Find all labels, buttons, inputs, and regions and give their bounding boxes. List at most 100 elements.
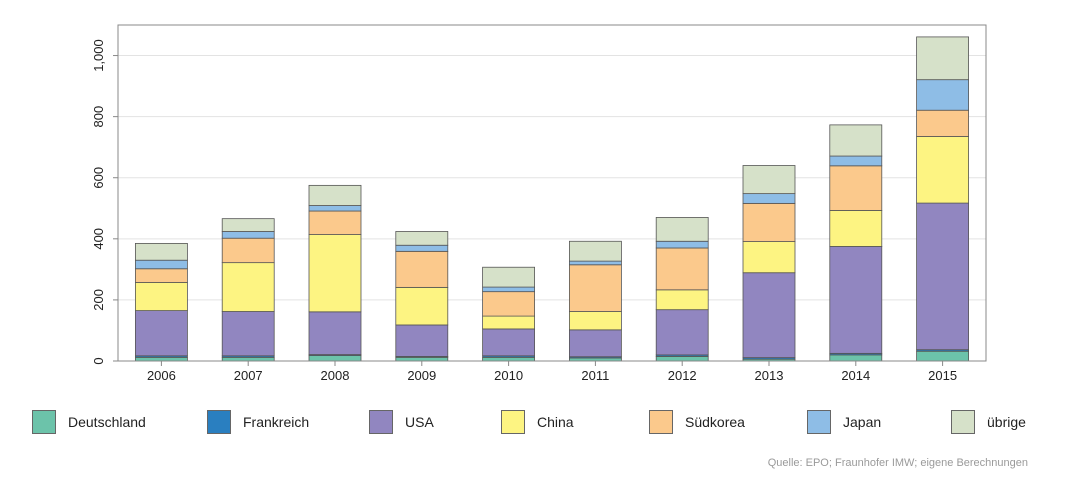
bar-segment	[221, 218, 275, 232]
plot-frame	[117, 24, 987, 362]
legend-label: Frankreich	[243, 414, 310, 430]
legend: Deutschland Frankreich USA China Südkorea Jap…	[0, 405, 1068, 439]
bar-segment	[569, 329, 622, 358]
legend-label: übrige	[987, 414, 1026, 430]
bar-segment	[916, 350, 969, 362]
x-tick-label: 2014	[841, 368, 870, 383]
bar-segment	[308, 205, 362, 212]
bar-segment	[829, 354, 883, 362]
x-tick-label: 2011	[581, 368, 609, 383]
bar-segment	[134, 259, 188, 270]
y-tick-label: 600	[91, 167, 106, 189]
axes: 0 200 400 600 800 1,000 2006 2007 2008 2009 2010 20…	[91, 24, 987, 383]
bar-segment	[655, 240, 709, 249]
bar-segment	[308, 184, 362, 206]
legend-item: China	[501, 405, 574, 439]
bar-segment	[916, 202, 969, 351]
bar-segment	[308, 210, 362, 235]
legend-swatch	[369, 410, 393, 434]
bar-segment	[829, 246, 883, 354]
bar-segment	[655, 247, 709, 291]
y-tick-label: 400	[91, 228, 106, 250]
bar-segment	[482, 291, 536, 317]
bar-segment	[308, 355, 362, 362]
x-tick-label: 2009	[407, 368, 436, 383]
bar-segment	[221, 262, 275, 312]
bar-segment	[916, 109, 969, 137]
legend-label: USA	[405, 414, 434, 430]
x-tick-label: 2006	[147, 368, 176, 383]
bar-segment	[569, 260, 622, 266]
x-tick-label: 2012	[668, 368, 697, 383]
legend-item: Deutschland	[32, 405, 146, 439]
bar-segment	[221, 311, 275, 357]
bar-segment	[395, 244, 449, 252]
stacked-bar-chart: 0 200 400 600 800 1,000 2006 2007 2008 2009 2010 20…	[91, 24, 987, 383]
bar-segment	[742, 272, 796, 359]
bar-segment	[829, 124, 883, 157]
bar-segment	[742, 202, 796, 242]
legend-item: Südkorea	[649, 405, 745, 439]
legend-label: China	[537, 414, 574, 430]
y-tick-label: 1,000	[91, 39, 106, 72]
x-tick-label: 2010	[494, 368, 523, 383]
bar-segment	[655, 356, 709, 362]
bar-segment	[308, 234, 362, 313]
bar-segment	[916, 79, 969, 111]
legend-item: Japan	[807, 405, 881, 439]
bar-segment	[829, 210, 883, 247]
legend-item: übrige	[951, 405, 1026, 439]
bar-segment	[569, 311, 622, 331]
legend-swatch	[32, 410, 56, 434]
legend-item: Frankreich	[207, 405, 309, 439]
bar-segment	[482, 266, 536, 288]
y-tick-label: 800	[91, 106, 106, 128]
bar-segment	[308, 311, 362, 355]
bar-segment	[742, 241, 796, 274]
bar-segment	[829, 155, 883, 167]
bar-segment	[742, 165, 796, 195]
bars	[134, 36, 969, 362]
legend-item: USA	[369, 405, 434, 439]
bar-segment	[655, 309, 709, 356]
bar-segment	[134, 310, 188, 357]
y-tick-label: 0	[91, 357, 106, 364]
bar-segment	[829, 165, 883, 211]
bar-segment	[395, 250, 449, 288]
bar-segment	[482, 315, 536, 330]
legend-swatch	[951, 410, 975, 434]
legend-label: Südkorea	[685, 414, 745, 430]
bar-segment	[134, 282, 188, 311]
bar-segment	[134, 242, 188, 261]
bar-segment	[916, 36, 969, 81]
legend-swatch	[501, 410, 525, 434]
bar-segment	[221, 237, 275, 264]
bar-segment	[395, 324, 449, 357]
bar-segment	[395, 286, 449, 326]
bar-segment	[569, 264, 622, 312]
legend-swatch	[807, 410, 831, 434]
x-tick-label: 2015	[928, 368, 957, 383]
legend-swatch	[207, 410, 231, 434]
legend-swatch	[649, 410, 673, 434]
bar-segment	[482, 356, 536, 362]
bar-segment	[482, 286, 536, 293]
bar-segment	[482, 328, 536, 357]
bar-segment	[134, 356, 188, 362]
x-tick-label: 2008	[321, 368, 350, 383]
legend-label: Japan	[843, 414, 882, 430]
bar-segment	[655, 289, 709, 311]
bar-segment	[916, 136, 969, 204]
bar-segment	[134, 268, 188, 283]
legend-label: Deutschland	[68, 414, 146, 430]
y-tick-label: 200	[91, 289, 106, 311]
source-note: Quelle: EPO; Fraunhofer IMW; eigene Bere…	[767, 457, 1028, 469]
bar-segment	[221, 356, 275, 362]
bar-segment	[395, 356, 449, 362]
x-tick-label: 2007	[234, 368, 263, 383]
bar-segment	[395, 231, 449, 246]
bar-segment	[742, 193, 796, 204]
bar-segment	[221, 231, 275, 239]
bar-segment	[655, 217, 709, 242]
bar-segment	[569, 240, 622, 262]
